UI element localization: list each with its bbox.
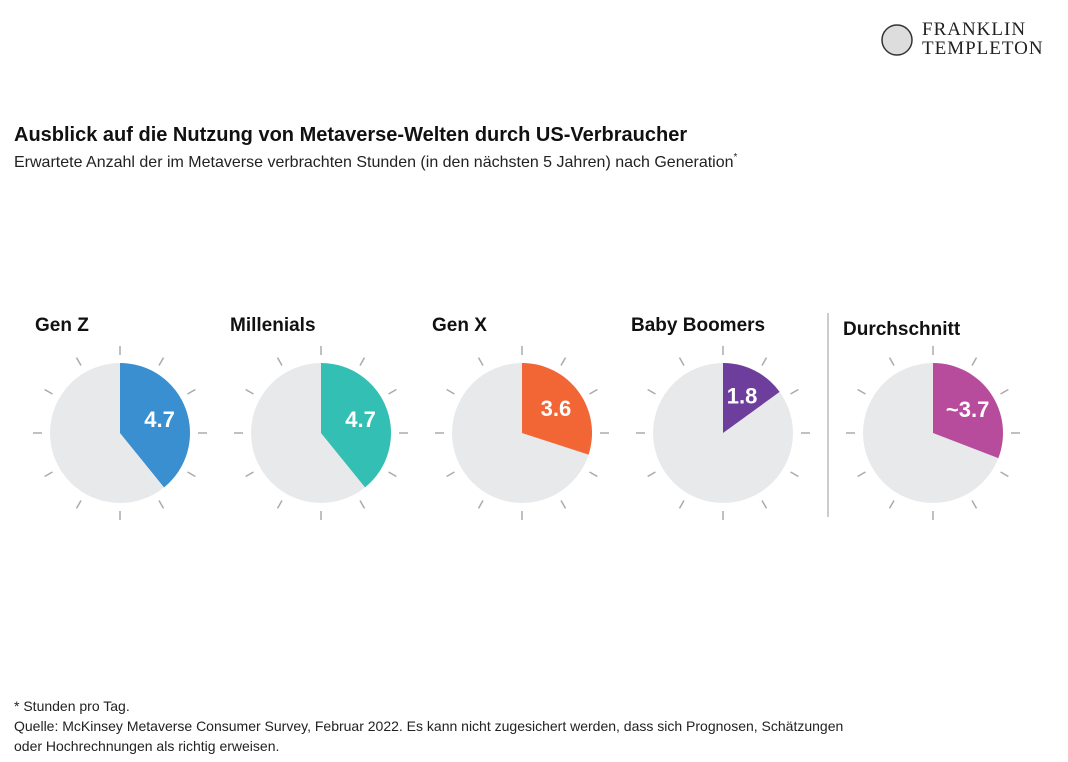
tick-mark (971, 357, 978, 366)
tick-mark (75, 500, 82, 509)
tick-mark (888, 500, 895, 509)
chart-title: Gen X (432, 315, 487, 336)
tick-mark (589, 388, 598, 395)
tick-mark (857, 471, 866, 478)
value-label: 4.7 (345, 407, 376, 432)
logo-icon (881, 24, 913, 56)
subtitle-mark: * (734, 152, 738, 163)
title: Ausblick auf die Nutzung von Metaverse-W… (14, 124, 687, 146)
tick-mark (187, 471, 196, 478)
subtitle-text: Erwartete Anzahl der im Metaverse verbra… (14, 154, 734, 171)
footnote: Quelle: McKinsey Metaverse Consumer Surv… (14, 718, 843, 734)
tick-mark (761, 357, 768, 366)
tick-mark (44, 388, 53, 395)
tick-mark (888, 357, 895, 366)
tick-mark (446, 471, 455, 478)
tick-mark (790, 471, 799, 478)
tick-mark (359, 500, 366, 509)
tick-mark (678, 500, 685, 509)
tick-mark (388, 388, 397, 395)
tick-mark (446, 388, 455, 395)
tick-mark (359, 357, 366, 366)
tick-mark (158, 357, 165, 366)
slice (522, 363, 592, 455)
tick-mark (790, 388, 799, 395)
tick-mark (245, 471, 254, 478)
slice (321, 363, 391, 488)
tick-mark (1000, 388, 1009, 395)
tick-mark (647, 388, 656, 395)
tick-mark (1000, 471, 1009, 478)
tick-mark (678, 357, 685, 366)
tick-mark (276, 357, 283, 366)
footnote: oder Hochrechnungen als richtig erweisen… (14, 738, 279, 754)
slice (723, 363, 780, 433)
tick-mark (589, 471, 598, 478)
chart-title: Gen Z (35, 315, 89, 336)
subtitle: Erwartete Anzahl der im Metaverse verbra… (14, 152, 738, 171)
value-label: 1.8 (727, 383, 758, 408)
tick-mark (857, 388, 866, 395)
value-label: 3.6 (541, 396, 572, 421)
logo-text: TEMPLETON (922, 38, 1044, 59)
tick-mark (761, 500, 768, 509)
tick-mark (187, 388, 196, 395)
tick-mark (75, 357, 82, 366)
footnote: * Stunden pro Tag. (14, 698, 130, 714)
tick-mark (44, 471, 53, 478)
tick-mark (245, 388, 254, 395)
tick-mark (560, 500, 567, 509)
tick-mark (388, 471, 397, 478)
tick-mark (647, 471, 656, 478)
tick-mark (560, 357, 567, 366)
tick-mark (477, 500, 484, 509)
value-label: 4.7 (144, 407, 175, 432)
chart-title: Durchschnitt (843, 319, 961, 340)
tick-mark (276, 500, 283, 509)
tick-mark (158, 500, 165, 509)
chart-title: Baby Boomers (631, 315, 765, 336)
logo-text: FRANKLIN (922, 19, 1026, 40)
chart-title: Millenials (230, 315, 316, 336)
logo: FRANKLIN TEMPLETON (881, 19, 1044, 59)
slice (933, 363, 1003, 459)
tick-mark (971, 500, 978, 509)
slice (120, 363, 190, 488)
tick-mark (477, 357, 484, 366)
value-label: ~3.7 (946, 397, 989, 422)
